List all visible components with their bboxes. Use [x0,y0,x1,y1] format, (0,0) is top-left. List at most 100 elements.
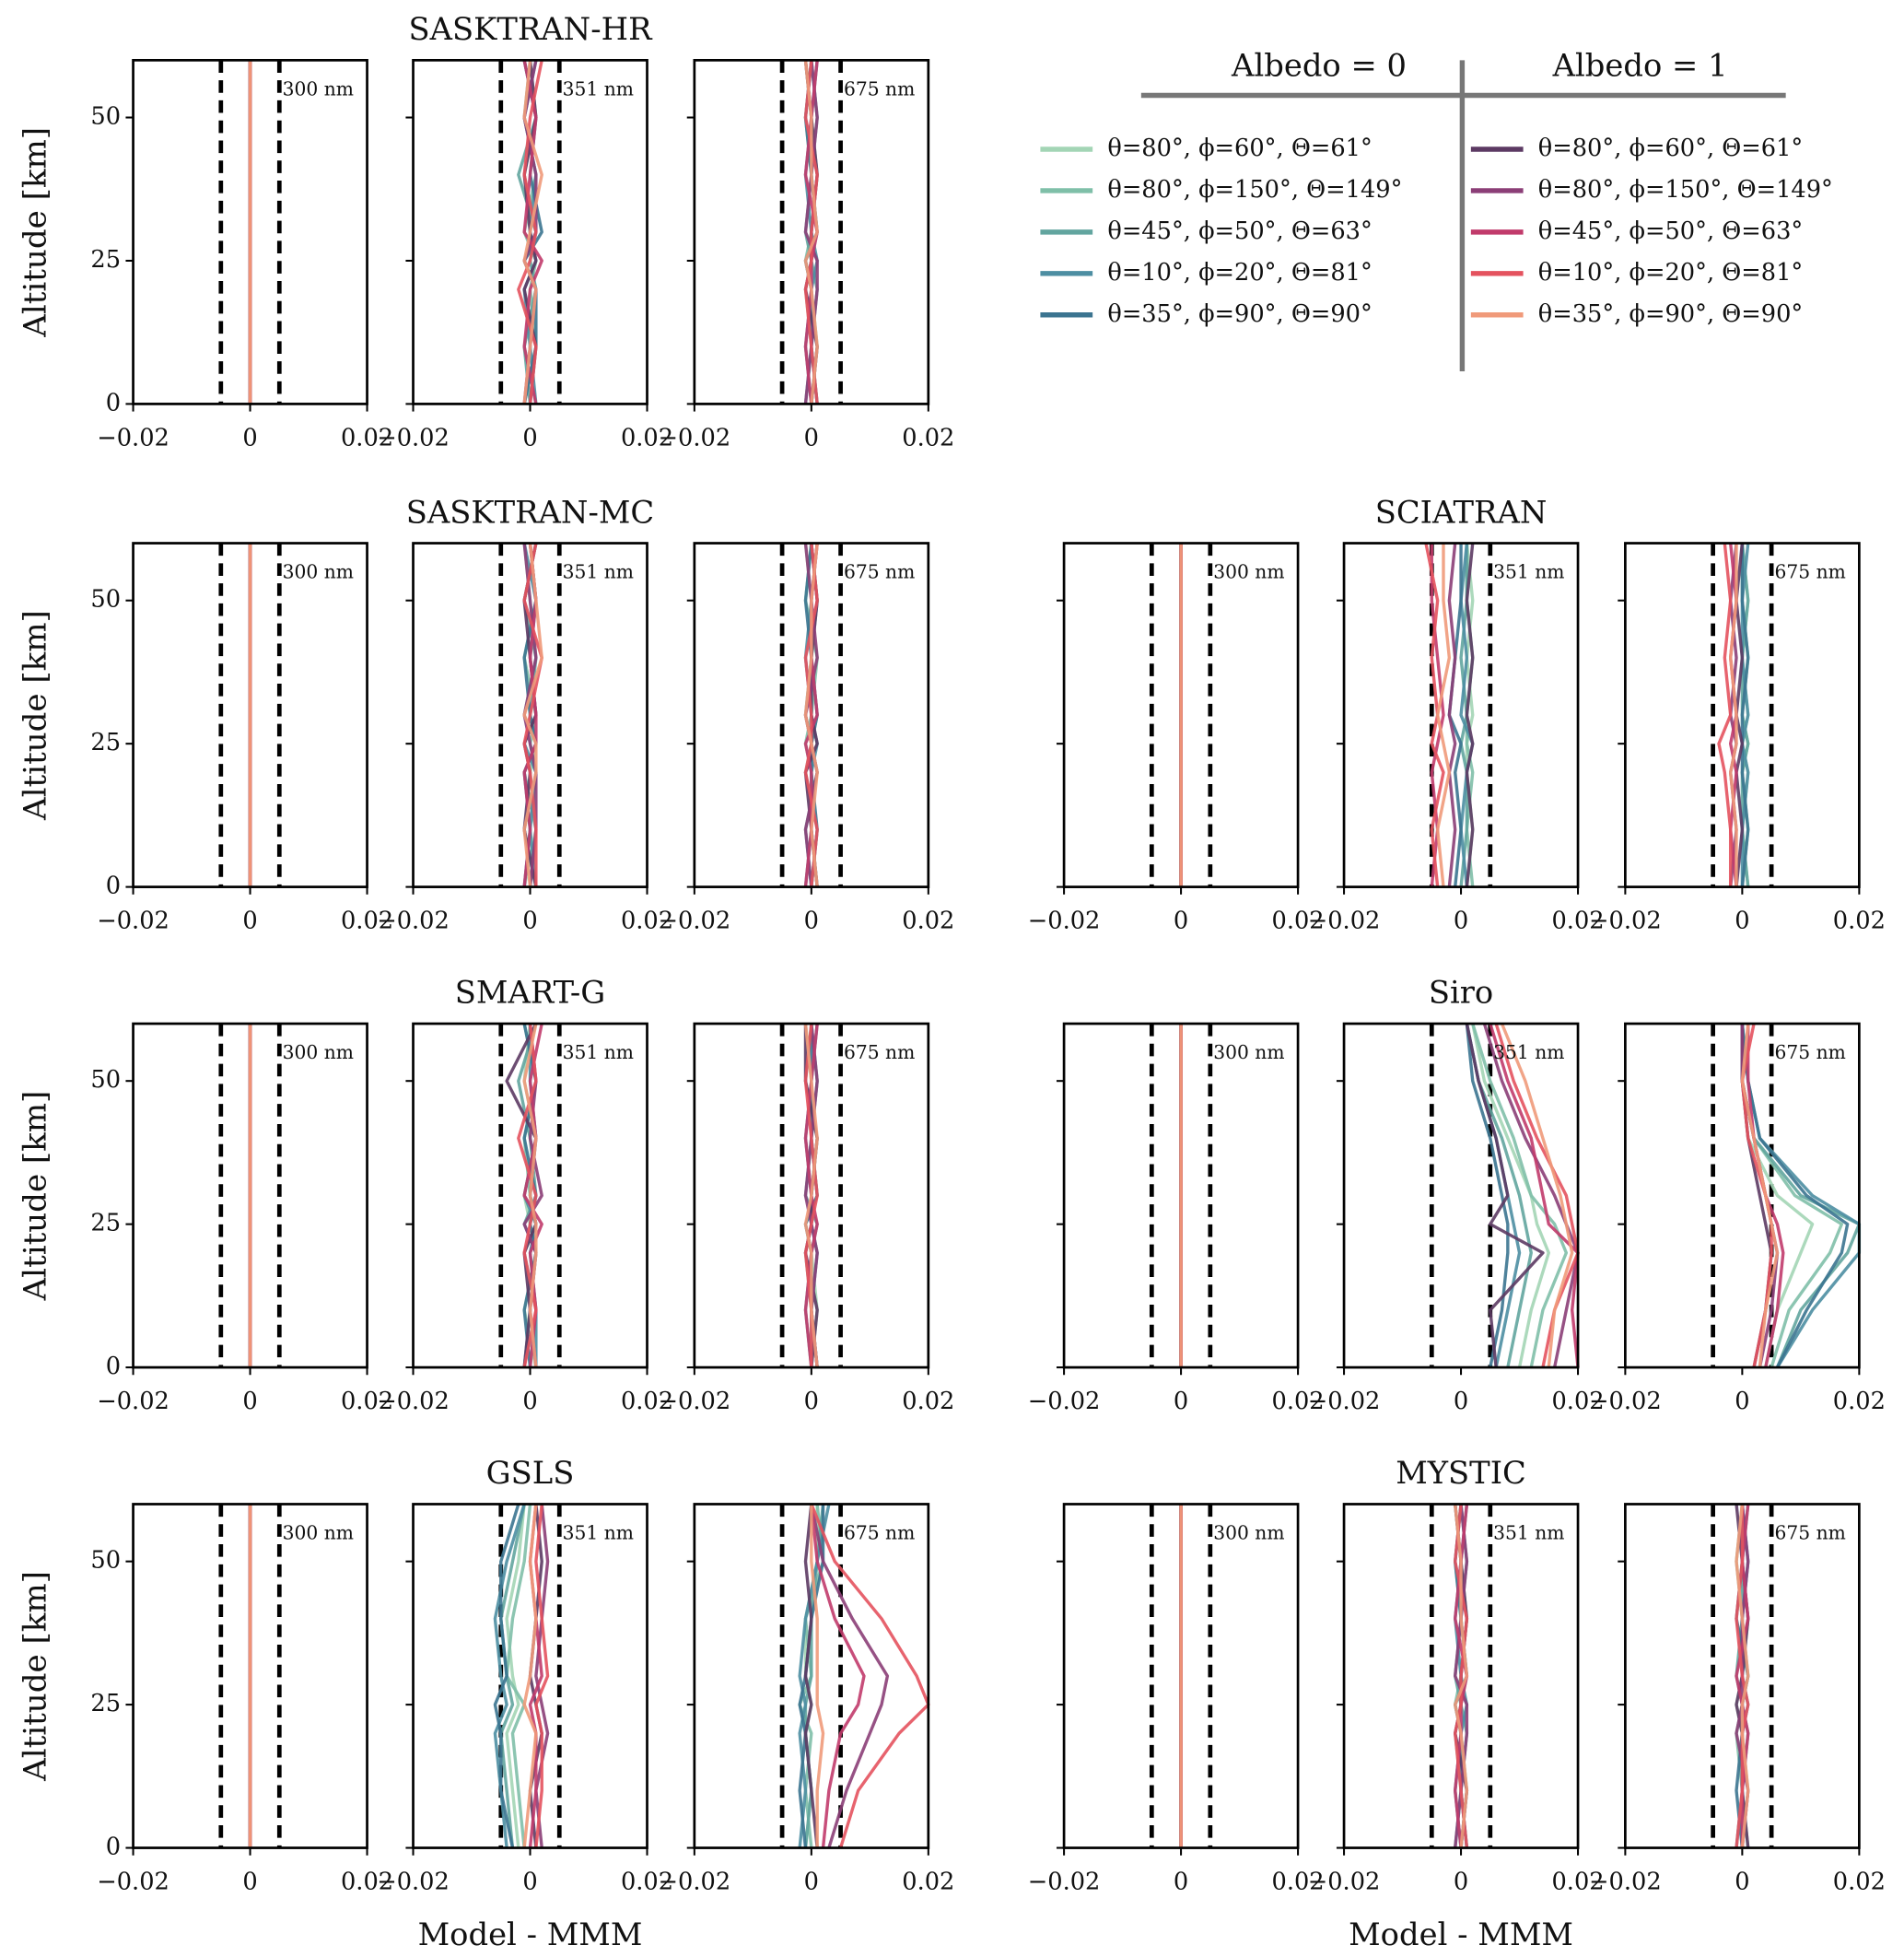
profile-line [803,60,819,404]
x-tick-label: 0 [804,424,819,451]
legend-label: θ=80°, ϕ=60°, Θ=61° [1107,135,1372,162]
profile-line [522,1504,538,1848]
y-axis-label: Altitude [km] [18,1091,53,1302]
profile-line [810,1504,890,1849]
x-tick-label: −0.02 [659,908,731,935]
x-tick-label: −0.02 [1028,1869,1101,1896]
x-tick-label: −0.02 [1028,908,1101,935]
x-tick-label: 0.02 [1833,1869,1886,1896]
legend-label: θ=10°, ϕ=20°, Θ=81° [1538,259,1803,287]
wavelength-label: 675 nm [1774,1041,1845,1063]
panel: −0.02 0 0.02 0 25 50 300 nm [90,1022,393,1415]
x-tick-label: 0 [1735,1869,1749,1896]
profile-line [1465,1023,1510,1368]
profile-line [803,543,819,887]
y-tick-label: 50 [90,102,121,130]
y-tick-label: 50 [90,1547,121,1575]
x-tick-label: −0.02 [97,1388,169,1415]
legend-label: θ=80°, ϕ=60°, Θ=61° [1538,135,1803,162]
x-tick-label: −0.02 [97,1869,169,1896]
wavelength-label: 675 nm [844,1041,915,1063]
x-tick-label: −0.02 [659,1388,731,1415]
profile-line [505,1504,532,1848]
x-tick-label: 0.02 [621,424,673,451]
x-tick-label: −0.02 [377,1869,450,1896]
x-tick-label: 0 [804,1869,819,1896]
x-tick-label: 0.02 [1272,1388,1325,1415]
wavelength-label: 300 nm [283,1522,354,1544]
wavelength-label: 300 nm [1213,1522,1284,1544]
x-tick-label: 0.02 [1551,908,1604,935]
panel: −0.02 0 0.02 675 nm [1589,1022,1886,1415]
x-tick-label: −0.02 [1589,908,1662,935]
x-tick-label: 0.02 [1833,908,1886,935]
legend-label: θ=10°, ϕ=20°, Θ=81° [1107,259,1372,287]
panel: −0.02 0 0.02 675 nm [659,58,954,452]
profile-line [1459,543,1469,887]
x-tick-label: 0 [242,908,257,935]
panel-title: SCIATRAN [1375,494,1548,530]
x-tick-label: 0.02 [1833,1388,1886,1415]
x-tick-label: 0.02 [341,1869,393,1896]
panel: −0.02 0 0.02 351 nm [1308,1503,1605,1896]
wavelength-label: 351 nm [1493,561,1564,583]
x-tick-label: 0.02 [902,1869,954,1896]
x-tick-label: 0 [242,1869,257,1896]
profile-line [1435,543,1452,887]
x-tick-label: 0.02 [1551,1869,1604,1896]
profile-line [1471,1023,1569,1368]
profile-line [522,543,543,887]
profile-line [522,60,543,404]
wavelength-label: 351 nm [563,1522,634,1544]
profile-line [803,1023,819,1368]
panel: −0.02 0 0.02 351 nm [377,58,673,452]
panel: −0.02 0 0.02 300 nm [1028,1503,1325,1896]
x-axis-label: Model - MMM [1349,1916,1573,1952]
x-tick-label: −0.02 [659,424,731,451]
profile-line [1471,1023,1550,1368]
wavelength-label: 300 nm [283,561,354,583]
x-tick-label: 0.02 [1272,1869,1325,1896]
x-tick-label: −0.02 [1028,1388,1101,1415]
profile-line [810,1503,930,1849]
x-tick-label: 0.02 [902,908,954,935]
x-tick-label: 0 [522,1869,537,1896]
x-tick-label: −0.02 [1589,1388,1662,1415]
y-tick-label: 25 [90,246,121,274]
panel: −0.02 0 0.02 300 nm [1028,1022,1325,1415]
profile-line [1735,1504,1750,1848]
panel-title: SASKTRAN-HR [409,11,653,47]
panel: −0.02 0 0.02 675 nm [1589,542,1886,935]
x-tick-label: −0.02 [1589,1869,1662,1896]
legend-label: θ=45°, ϕ=50°, Θ=63° [1107,217,1372,245]
panel: −0.02 0 0.02 351 nm [377,542,673,935]
x-tick-label: −0.02 [659,1869,731,1896]
profile-line [803,1504,819,1848]
panel: −0.02 0 0.02 0 25 50 300 nm [90,1503,393,1896]
profile-line [1735,543,1745,887]
panel: −0.02 0 0.02 351 nm [377,1503,673,1896]
panel-title: SASKTRAN-MC [406,494,655,530]
x-tick-label: 0 [1454,1869,1468,1896]
wavelength-label: 351 nm [563,77,634,100]
profile-line [493,1503,520,1848]
wavelength-label: 300 nm [283,1041,354,1063]
profile-line [499,1504,526,1848]
y-axis-label: Altitude [km] [18,127,53,338]
wavelength-label: 300 nm [283,77,354,100]
x-tick-label: 0 [1735,908,1749,935]
panel-title: Siro [1429,975,1493,1011]
profile-line [1482,1023,1580,1368]
wavelength-label: 351 nm [563,1041,634,1063]
wavelength-label: 300 nm [1213,561,1284,583]
wavelength-label: 300 nm [1213,1041,1284,1063]
legend: Albedo = 0 Albedo = 1 [1140,47,1786,372]
wavelength-label: 675 nm [844,77,915,100]
profile-line [1500,1023,1574,1368]
x-tick-label: 0 [1735,1388,1749,1415]
wavelength-label: 351 nm [1493,1522,1564,1544]
x-tick-label: 0.02 [341,908,393,935]
x-tick-label: 0 [522,424,537,451]
profile-line [517,60,543,404]
x-tick-label: 0 [1174,908,1188,935]
